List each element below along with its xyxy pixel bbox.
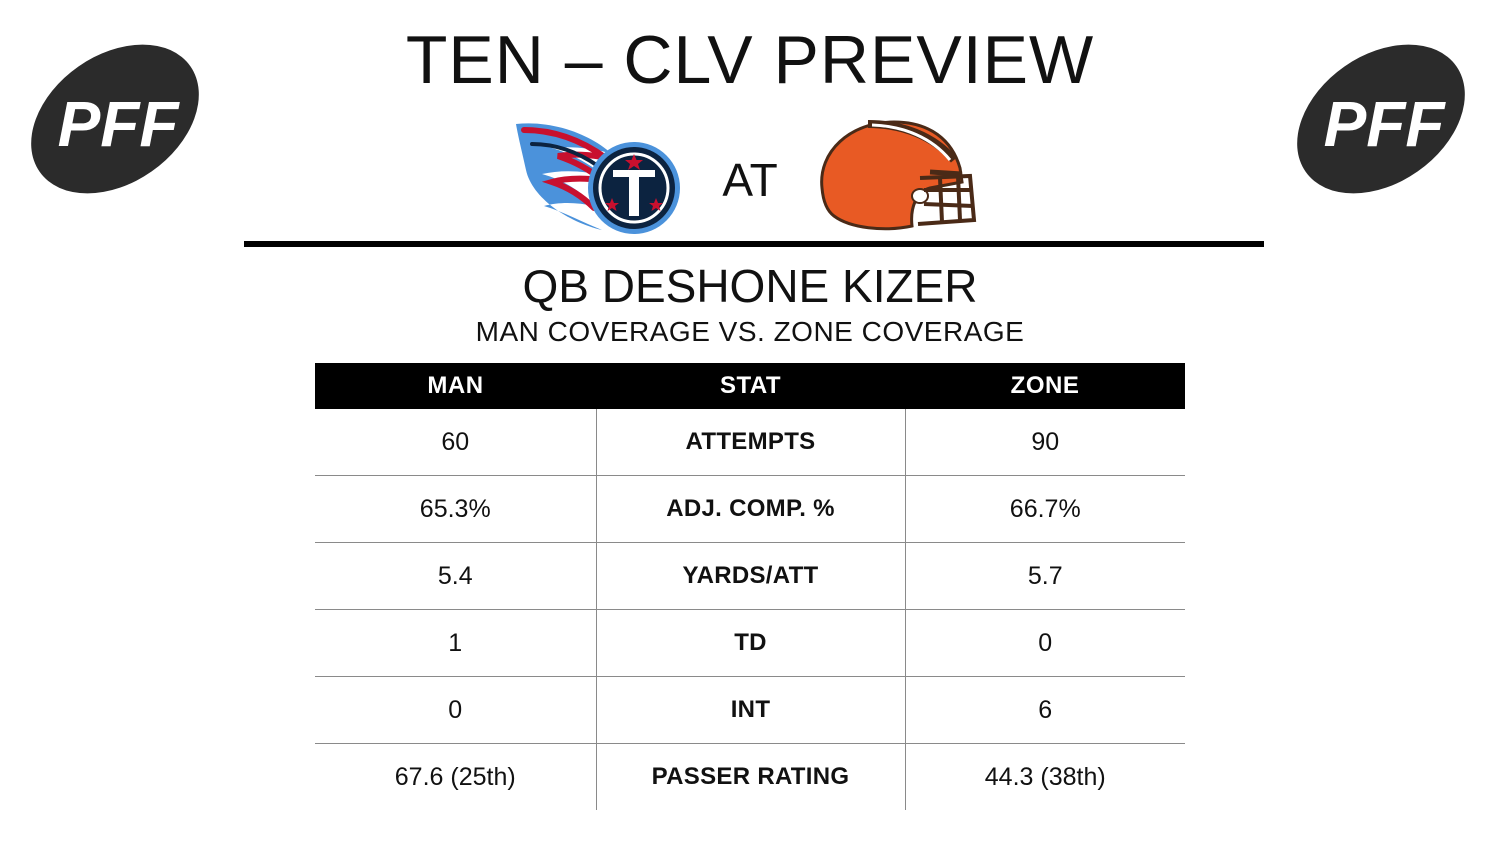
column-header-stat: STAT xyxy=(596,363,905,409)
column-header-zone: ZONE xyxy=(905,363,1185,409)
man-value: 1 xyxy=(315,609,596,677)
stat-label: TD xyxy=(595,609,906,677)
zone-value: 90 xyxy=(905,409,1185,476)
table-header-row: MAN STAT ZONE xyxy=(315,363,1185,409)
pff-logo-text: PFF xyxy=(1324,88,1447,160)
at-label: AT xyxy=(722,154,778,206)
stat-label: ATTEMPTS xyxy=(595,409,906,476)
table-row: 0 INT 6 xyxy=(315,676,1185,744)
table-row: 60 ATTEMPTS 90 xyxy=(315,409,1185,476)
stat-label: YARDS/ATT xyxy=(595,542,906,610)
pff-logo-icon: PFF xyxy=(31,44,199,194)
table-row: 5.4 YARDS/ATT 5.7 xyxy=(315,542,1185,610)
player-name: QB DESHONE KIZER xyxy=(522,260,978,312)
zone-value: 44.3 (38th) xyxy=(984,762,1106,791)
pff-logo-text: PFF xyxy=(58,88,181,160)
page-title: TEN – CLV PREVIEW xyxy=(405,22,1095,98)
table-row: 65.3% ADJ. COMP. % 66.7% xyxy=(315,475,1185,543)
stat-label: ADJ. COMP. % xyxy=(595,475,906,543)
stats-table: MAN STAT ZONE 60 ATTEMPTS 90 65.3% ADJ. … xyxy=(315,363,1185,810)
titans-logo-icon xyxy=(516,123,680,234)
header-divider xyxy=(244,241,1264,247)
man-value: 60 xyxy=(315,409,596,476)
pff-logo-icon: PFF xyxy=(1297,44,1465,194)
table-row: 1 TD 0 xyxy=(315,609,1185,677)
matchup-row: AT xyxy=(0,116,1500,238)
stat-label: INT xyxy=(595,676,906,744)
man-value: 65.3% xyxy=(315,475,596,543)
column-header-man: MAN xyxy=(315,363,596,409)
browns-helmet-icon xyxy=(820,120,977,231)
comparison-subtitle: MAN COVERAGE VS. ZONE COVERAGE xyxy=(475,316,1025,347)
zone-value: 0 xyxy=(905,609,1185,677)
man-value: 67.6 (25th) xyxy=(394,762,516,791)
man-value: 0 xyxy=(315,676,596,744)
stat-label: PASSER RATING xyxy=(595,743,906,810)
man-value: 5.4 xyxy=(315,542,596,610)
zone-value: 5.7 xyxy=(905,542,1185,610)
zone-value: 66.7% xyxy=(905,475,1185,543)
zone-value: 6 xyxy=(905,676,1185,744)
table-row: 67.6 (25th) PASSER RATING 44.3 (38th) xyxy=(315,743,1185,810)
